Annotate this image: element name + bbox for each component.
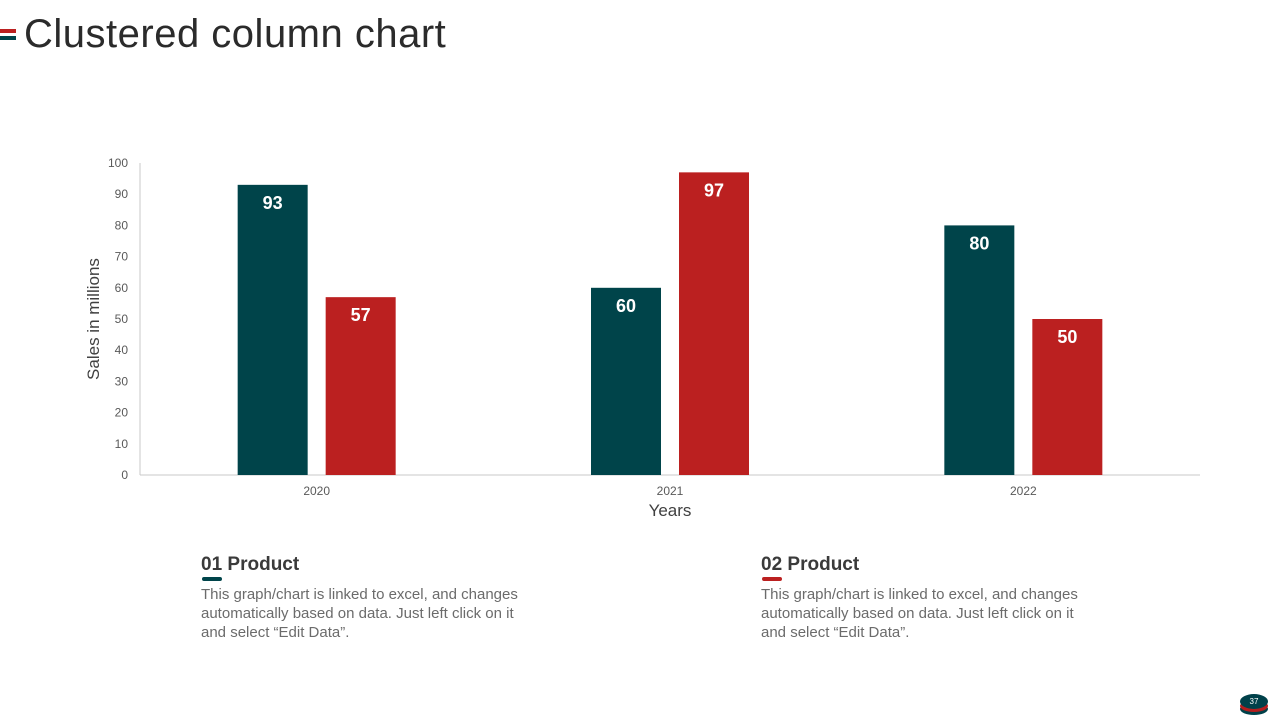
y-tick-label: 70 — [115, 250, 129, 264]
legend-product-02: 02 Product This graph/chart is linked to… — [761, 553, 1081, 642]
bar-1-2020 — [237, 184, 308, 475]
legend-heading: 01 Product — [201, 553, 521, 577]
x-tick-label: 2022 — [1010, 484, 1037, 498]
page-title: Clustered column chart — [24, 12, 447, 56]
bar-2-2020 — [325, 297, 396, 475]
data-label: 93 — [263, 193, 283, 213]
legend-number: 02 — [761, 554, 783, 575]
legend-color-swatch — [202, 577, 222, 581]
y-tick-label: 10 — [115, 437, 129, 451]
legend-description: This graph/chart is linked to excel, and… — [761, 586, 1078, 641]
bar-1-2022 — [944, 225, 1015, 475]
x-tick-label: 2021 — [657, 484, 684, 498]
x-tick-label: 2020 — [303, 484, 330, 498]
data-label: 97 — [704, 180, 724, 200]
data-label: 57 — [351, 305, 371, 325]
y-tick-label: 20 — [115, 406, 129, 420]
bar-1-2021 — [591, 287, 661, 475]
x-axis-title: Years — [649, 501, 692, 520]
page-number-badge: 37 — [1240, 694, 1268, 716]
legend-description: This graph/chart is linked to excel, and… — [201, 586, 518, 641]
legend-product-01: 01 Product This graph/chart is linked to… — [201, 553, 521, 642]
bar-2-2021 — [679, 172, 749, 476]
page-number: 37 — [1240, 694, 1268, 709]
legend-heading: 02 Product — [761, 553, 1081, 577]
legend-color-swatch — [762, 577, 782, 581]
title-accent-icon — [0, 29, 16, 43]
bar-2-2022 — [1032, 319, 1103, 475]
y-tick-label: 30 — [115, 374, 129, 388]
y-tick-label: 60 — [115, 281, 129, 295]
y-tick-label: 80 — [115, 218, 129, 232]
y-tick-label: 0 — [121, 468, 128, 482]
y-tick-label: 90 — [115, 187, 129, 201]
y-tick-label: 40 — [115, 343, 129, 357]
data-label: 60 — [616, 296, 636, 316]
y-axis-title: Sales in millions — [84, 258, 103, 380]
legend-number: 01 — [201, 554, 223, 575]
y-tick-label: 100 — [108, 156, 128, 170]
data-label: 80 — [969, 233, 989, 253]
y-tick-label: 50 — [115, 312, 129, 326]
legend-label: Product — [227, 554, 300, 575]
data-label: 50 — [1057, 327, 1077, 347]
legend-label: Product — [787, 554, 860, 575]
